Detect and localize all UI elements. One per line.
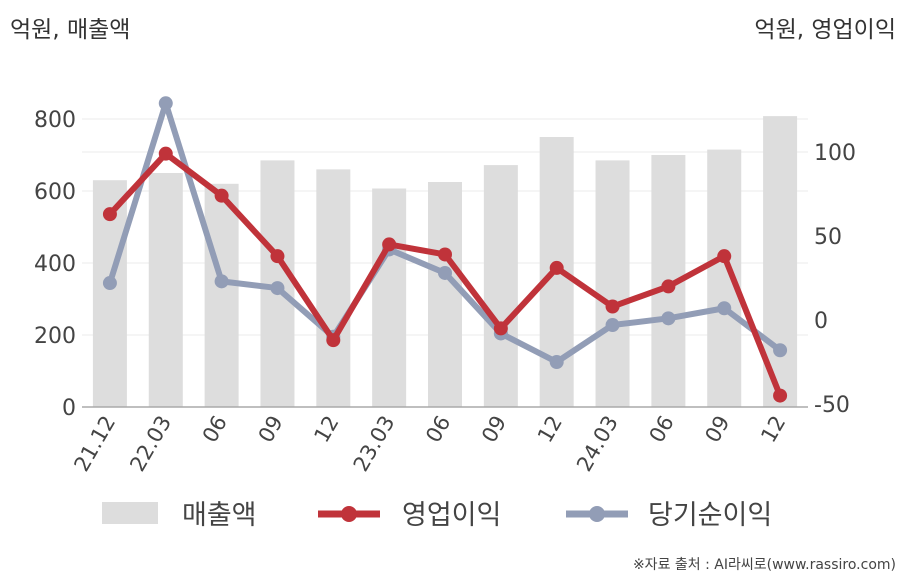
data-point xyxy=(717,249,732,264)
x-tick-label: 06 xyxy=(645,412,679,447)
data-point xyxy=(549,355,564,369)
right-tick-label: 0 xyxy=(814,309,828,334)
data-point xyxy=(158,96,173,111)
x-tick-label: 22.03 xyxy=(125,412,176,476)
x-tick-label: 24.03 xyxy=(572,412,623,476)
x-tick-label: 12 xyxy=(309,412,343,447)
left-tick-label: 600 xyxy=(34,180,76,205)
legend-swatch-bar xyxy=(102,502,158,524)
legend-swatch-marker xyxy=(589,506,605,522)
data-point xyxy=(102,276,117,291)
x-tick-label: 23.03 xyxy=(349,412,400,476)
right-tick-label: -50 xyxy=(814,393,850,418)
left-tick-label: 0 xyxy=(62,396,76,421)
data-point xyxy=(382,237,397,252)
data-point xyxy=(773,343,788,358)
data-point xyxy=(270,249,285,264)
bar xyxy=(483,165,518,407)
right-tick-label: 100 xyxy=(814,141,856,166)
bar xyxy=(372,188,407,407)
data-point xyxy=(270,281,285,296)
x-tick-label: 06 xyxy=(421,412,455,447)
right-tick-label: 50 xyxy=(814,225,842,250)
data-point xyxy=(605,299,620,314)
x-tick-label: 09 xyxy=(254,412,288,447)
legend-label: 당기순이익 xyxy=(648,500,772,531)
bar xyxy=(763,116,798,408)
bar xyxy=(428,182,462,407)
x-tick-label: 12 xyxy=(756,412,790,447)
data-point xyxy=(661,279,676,294)
x-tick-label: 09 xyxy=(477,412,511,447)
x-tick-label: 21.12 xyxy=(69,412,120,476)
source-note: ※자료 출처 : AI라씨로(www.rassiro.com) xyxy=(632,557,896,573)
data-point xyxy=(717,301,732,316)
left-tick-label: 800 xyxy=(34,108,76,133)
data-point xyxy=(326,333,341,348)
bar xyxy=(316,169,351,407)
legend-label: 매출액 xyxy=(182,500,257,531)
left-tick-label: 400 xyxy=(34,252,76,277)
data-point xyxy=(605,318,620,333)
data-point xyxy=(438,265,452,280)
bar xyxy=(204,183,239,407)
data-point xyxy=(102,207,117,222)
data-point xyxy=(214,274,229,289)
right-axis-unit: 억원, 영업이익 xyxy=(754,17,896,43)
bar xyxy=(148,173,183,407)
left-tick-label: 200 xyxy=(34,324,76,349)
x-tick-label: 09 xyxy=(700,412,734,447)
x-tick-label: 06 xyxy=(198,412,232,447)
data-point xyxy=(661,311,676,326)
bar xyxy=(595,160,630,407)
data-point xyxy=(493,321,508,336)
data-point xyxy=(438,247,452,262)
left-axis-unit: 억원, 매출액 xyxy=(10,17,131,43)
legend-swatch-marker xyxy=(341,506,357,522)
data-point xyxy=(158,146,173,161)
x-tick-label: 12 xyxy=(533,412,567,447)
data-point xyxy=(773,388,788,403)
data-point xyxy=(549,260,564,275)
data-point xyxy=(214,188,229,203)
legend-label: 영업이익 xyxy=(402,500,501,531)
